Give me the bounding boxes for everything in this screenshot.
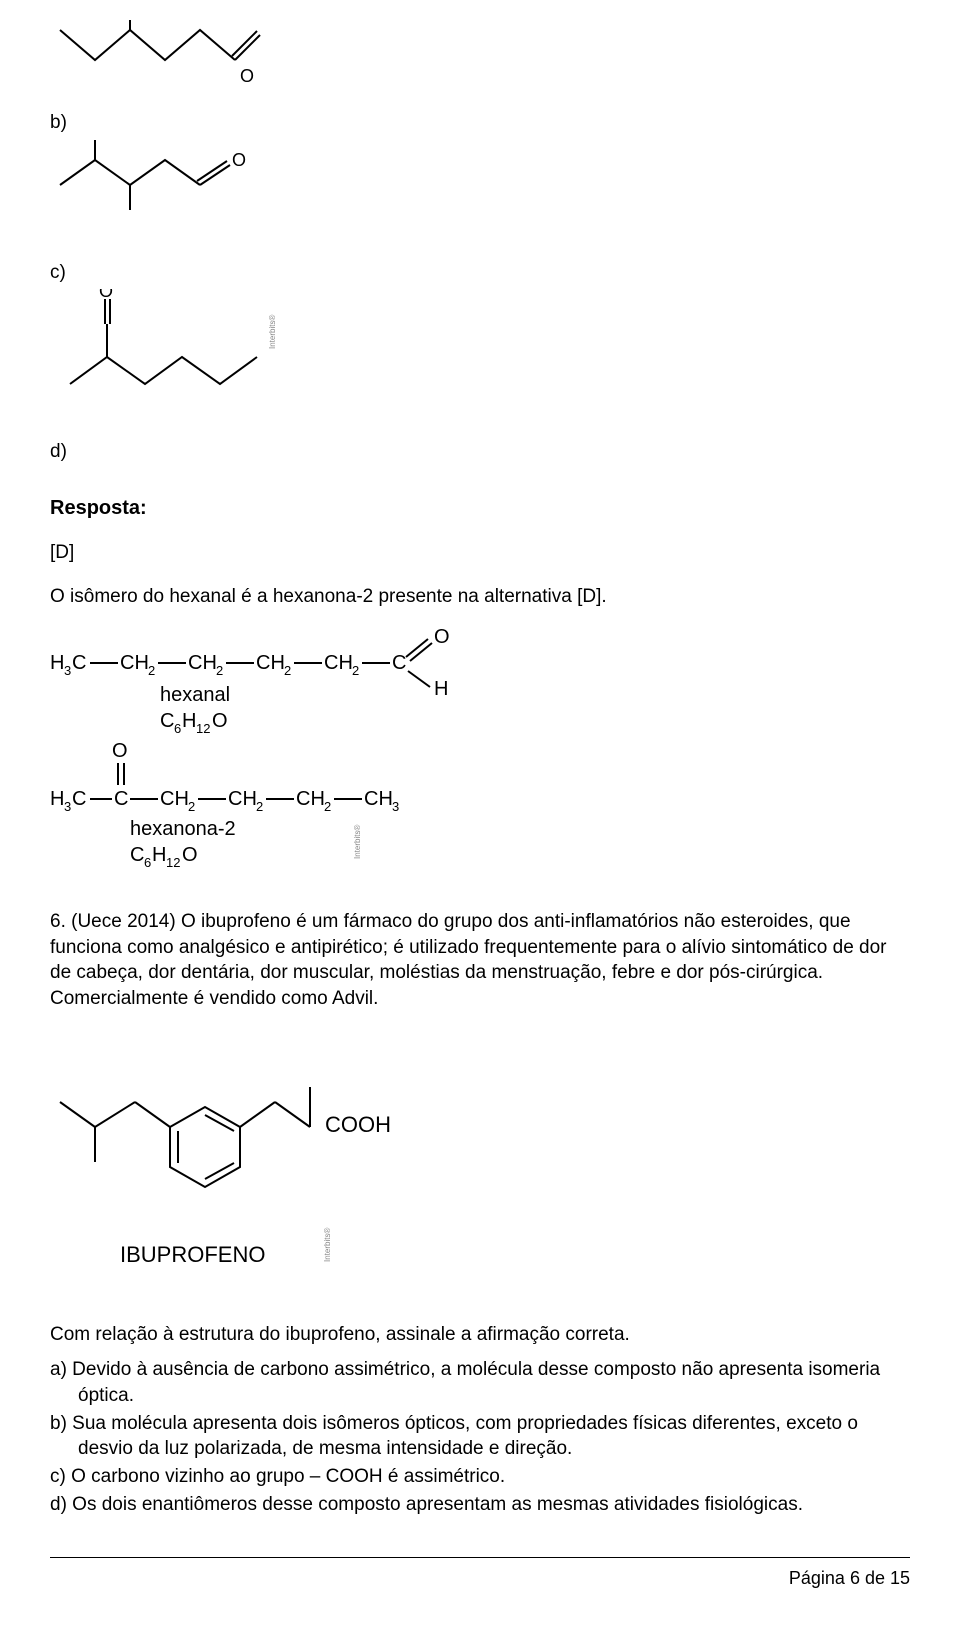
skeletal-c: O Interbits® [50,289,290,419]
svg-text:CH: CH [296,788,325,810]
svg-text:3: 3 [392,799,399,814]
svg-text:CH: CH [364,788,393,810]
skeletal-b: O [50,140,270,240]
q6-option-b: b) Sua molécula apresenta dois isômeros … [50,1411,910,1462]
svg-text:O: O [212,710,228,732]
svg-text:CH: CH [160,788,189,810]
svg-text:3: 3 [64,799,71,814]
svg-text:hexanona-2: hexanona-2 [130,818,236,840]
option-d-label: d) [50,439,910,465]
question-6-block: 6. (Uece 2014) O ibuprofeno é um fármaco… [50,909,910,1517]
svg-text:6: 6 [144,855,151,870]
structure-a-partial: O [50,20,910,90]
svg-text:C: C [114,788,128,810]
svg-text:CH: CH [120,652,149,674]
svg-text:12: 12 [166,855,180,870]
skeletal-a-partial: O [50,20,270,90]
svg-text:CH: CH [188,652,217,674]
svg-text:IBUPROFENO: IBUPROFENO [120,1242,265,1267]
structure-b: O [50,140,910,240]
q6-option-c: c) O carbono vizinho ao grupo – COOH é a… [50,1464,910,1490]
q6-option-a: a) Devido à ausência de carbono assimétr… [50,1357,910,1408]
ibuprofen-structure: COOH IBUPROFENO Interbits® [50,1032,910,1292]
option-c-label: c) [50,260,910,286]
page-footer: Página 6 de 15 [50,1558,910,1590]
svg-text:hexanal: hexanal [160,684,230,706]
svg-text:6: 6 [174,721,181,736]
svg-text:C: C [72,652,86,674]
resposta-text: O isômero do hexanal é a hexanona-2 pres… [50,584,910,610]
svg-text:O: O [434,629,450,648]
svg-text:H: H [152,844,166,866]
watermark-text: Interbits® [268,315,277,349]
svg-text:C: C [392,652,406,674]
svg-text:C: C [72,788,86,810]
svg-text:2: 2 [148,663,155,678]
q6-intro: 6. (Uece 2014) O ibuprofeno é um fármaco… [50,909,910,1012]
svg-text:2: 2 [324,799,331,814]
structure-c: O Interbits® [50,289,910,419]
svg-text:Interbits®: Interbits® [353,825,362,859]
svg-text:O: O [99,289,113,301]
ibuprofen-svg: COOH IBUPROFENO Interbits® [50,1032,480,1292]
svg-text:O: O [240,66,254,86]
resposta-heading: Resposta: [50,495,910,522]
svg-text:12: 12 [196,721,210,736]
svg-text:O: O [182,844,198,866]
svg-text:2: 2 [256,799,263,814]
svg-text:H: H [434,678,448,700]
svg-text:CH: CH [256,652,285,674]
q6-stem: Com relação à estrutura do ibuprofeno, a… [50,1322,910,1348]
option-b-label: b) [50,110,910,136]
svg-text:C: C [130,844,144,866]
svg-text:CH: CH [324,652,353,674]
hexanal-hexanone-svg: H3C CH2 CH2 CH2 CH2 C O H hexanal C6H12O… [50,629,480,879]
svg-text:Interbits®: Interbits® [323,1227,332,1261]
svg-text:3: 3 [64,663,71,678]
svg-text:O: O [112,740,128,762]
svg-text:2: 2 [188,799,195,814]
svg-text:H: H [182,710,196,732]
svg-text:H: H [50,788,64,810]
hexanal-hexanone-block: H3C CH2 CH2 CH2 CH2 C O H hexanal C6H12O… [50,629,910,879]
q6-option-d: d) Os dois enantiômeros desse composto a… [50,1492,910,1518]
q6-options: a) Devido à ausência de carbono assimétr… [50,1357,910,1517]
svg-text:2: 2 [284,663,291,678]
svg-text:2: 2 [216,663,223,678]
svg-text:H: H [50,652,64,674]
svg-text:C: C [160,710,174,732]
svg-text:O: O [232,150,246,170]
svg-text:COOH: COOH [325,1112,391,1137]
resposta-letter: [D] [50,540,910,566]
svg-text:CH: CH [228,788,257,810]
svg-text:2: 2 [352,663,359,678]
